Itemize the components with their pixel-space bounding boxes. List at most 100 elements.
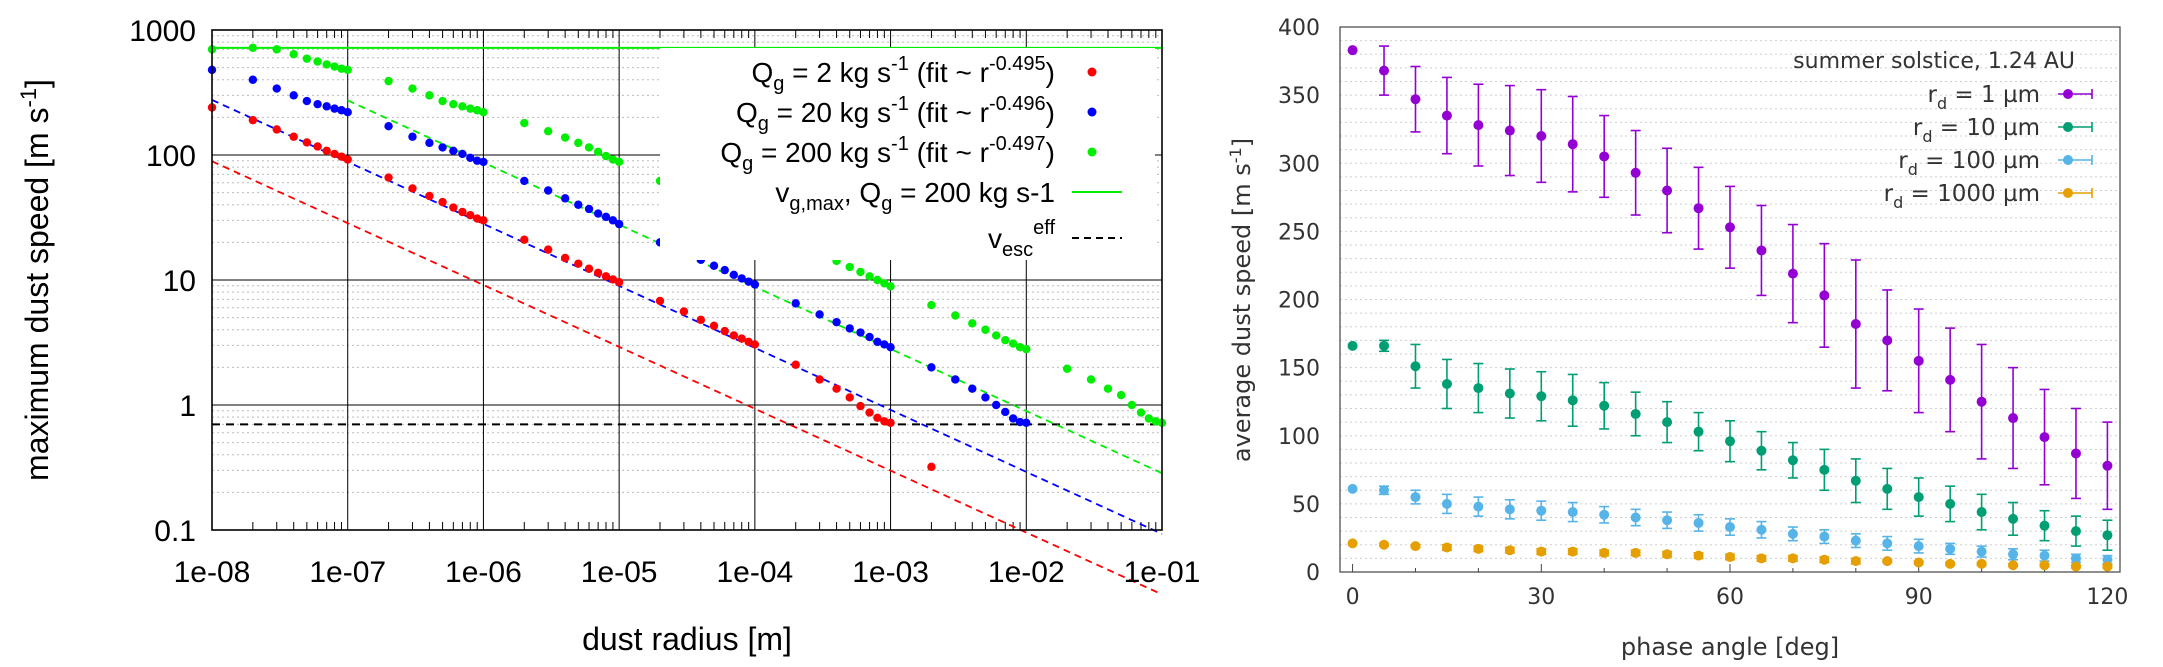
left-data-point [1127, 400, 1137, 410]
left-legend: Qg = 2 kg s-1 (fit ~ r-0.495)Qg = 20 kg … [660, 48, 1155, 261]
left-data-point [873, 337, 882, 347]
right-data-point [1693, 203, 1704, 214]
left-data-point [720, 265, 729, 275]
left-data-point [438, 143, 447, 152]
right-data-point [1819, 290, 1830, 301]
left-data-point [449, 146, 458, 156]
left-data-point [560, 253, 570, 263]
right-data-point [1441, 542, 1452, 553]
right-data-point [1599, 400, 1610, 411]
right-data-point [1756, 445, 1767, 456]
right-data-point [1599, 509, 1610, 520]
right-data-point [1347, 340, 1358, 351]
right-data-point [2039, 560, 2050, 571]
right-data-point [2008, 513, 2019, 524]
left-y-tick-label: 1000 [129, 15, 196, 48]
left-data-point [289, 91, 298, 100]
right-data-point [1976, 507, 1987, 518]
right-data-point [1536, 505, 1547, 516]
left-y-tick-label: 1 [179, 390, 196, 423]
right-data-point [1473, 383, 1484, 394]
left-data-point [449, 99, 458, 109]
left-data-point [815, 375, 824, 384]
left-data-point [1022, 344, 1031, 354]
right-data-point [2070, 561, 2081, 572]
right-x-axis-label: phase angle [deg] [1621, 633, 1839, 661]
left-data-point [991, 400, 1001, 410]
right-data-point [1819, 464, 1830, 475]
left-data-point [981, 325, 990, 334]
left-data-point [584, 204, 594, 214]
left-data-point [343, 107, 352, 117]
left-data-point [886, 418, 895, 428]
left-legend-marker [1087, 67, 1097, 77]
right-data-point [1441, 110, 1452, 121]
left-x-tick-label: 1e-07 [309, 556, 386, 589]
left-data-point [832, 384, 841, 393]
right-data-point [1693, 550, 1704, 561]
right-annotation: summer solstice, 1.24 AU [1793, 49, 2075, 74]
left-data-point [815, 310, 824, 319]
right-data-point [1441, 498, 1452, 509]
left-data-point [951, 375, 960, 384]
left-data-point [709, 321, 719, 331]
left-y-tick-label: 100 [146, 140, 196, 173]
left-data-point [679, 307, 689, 316]
left-data-point [873, 413, 882, 422]
right-data-point [1630, 547, 1641, 558]
right-data-point [1567, 546, 1578, 557]
right-data-point [1882, 556, 1893, 567]
left-y-tick-label: 10 [163, 265, 196, 298]
left-data-point [574, 259, 583, 268]
left-data-point [466, 104, 475, 113]
left-data-point [729, 331, 739, 340]
left-data-point [479, 157, 488, 167]
left-chart: 1e-08 1e-07 1e-06 1e-05 1e-04 1e-03 1e-02 1e-01… [16, 15, 1200, 657]
right-data-point [2070, 526, 2081, 537]
right-data-point [1976, 396, 1987, 407]
right-data-point [1756, 553, 1767, 564]
left-data-point [458, 102, 467, 111]
right-data-point [1787, 268, 1798, 279]
right-data-point [1850, 475, 1861, 486]
left-data-point [408, 84, 417, 93]
right-data-point [1567, 139, 1578, 150]
left-legend-marker [1087, 147, 1097, 157]
left-data-point [865, 272, 874, 281]
right-data-point [1787, 553, 1798, 564]
right-data-point [1536, 131, 1547, 141]
left-data-point [856, 267, 865, 277]
left-data-point [574, 200, 583, 209]
right-y-tick-label: 250 [1278, 220, 1320, 245]
left-x-tick-label: 1e-02 [988, 556, 1065, 589]
left-data-point [384, 121, 393, 131]
left-data-point [560, 194, 570, 203]
left-data-point [1116, 390, 1126, 400]
right-data-point [1536, 391, 1547, 402]
right-data-point [1913, 355, 1924, 366]
right-data-point [2039, 432, 2050, 443]
left-data-point [856, 328, 865, 337]
right-tick-labels: 0 30 60 90 120 0 50 100 150 200 250 300 350 400 [1278, 16, 2128, 610]
left-data-point [593, 268, 603, 278]
left-data-point [425, 91, 434, 100]
right-data-point [1630, 408, 1641, 419]
left-data-point [289, 50, 298, 59]
right-data-point [1441, 378, 1452, 389]
left-legend-label: Qg = 20 kg s-1 (fit ~ r-0.496) [736, 93, 1055, 135]
right-data-point [1756, 524, 1767, 535]
right-data-point [1504, 545, 1515, 556]
right-data-point [1850, 319, 1861, 330]
right-legend-label: rd = 1 µm [1927, 82, 2040, 113]
left-data-point [560, 133, 570, 142]
left-data-point [449, 203, 458, 212]
left-data-point [880, 279, 889, 288]
left-legend-label: vg,max, Qg = 200 kg s-1 [775, 177, 1055, 215]
right-data-point [1630, 512, 1641, 523]
right-x-tick-label: 120 [2086, 585, 2128, 610]
right-data-point [2070, 553, 2081, 564]
left-data-point [968, 384, 977, 393]
left-data-point [991, 331, 1001, 340]
